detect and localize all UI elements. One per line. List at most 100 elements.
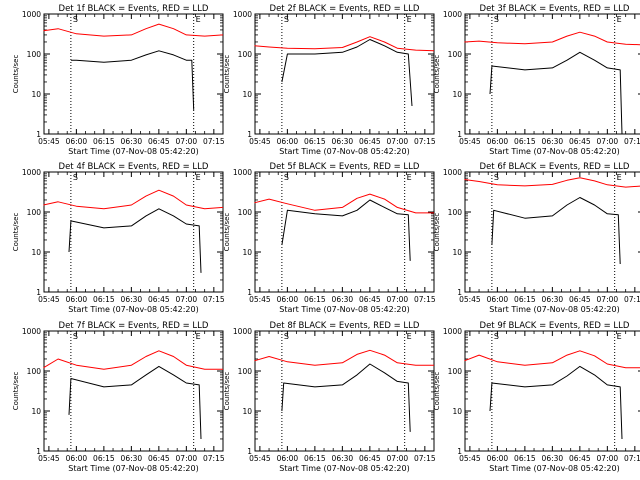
y-axis-label: Counts/sec [12, 213, 20, 252]
y-tick-label: 1000 [443, 10, 462, 19]
x-tick-label: 07:00 [387, 295, 409, 304]
x-tick-label: 06:30 [121, 454, 143, 463]
events-series-line [489, 365, 623, 440]
x-axis-label: Start Time (07-Nov-08 05:42:20) [279, 464, 409, 473]
lld-series-line [254, 349, 434, 366]
marker-label: E [407, 332, 412, 341]
x-tick-label: 05:45 [249, 454, 271, 463]
lld-series-line [43, 189, 224, 210]
x-tick-label: 06:00 [66, 295, 88, 304]
x-tick-label: 06:30 [121, 295, 143, 304]
y-axis-label: Counts/sec [223, 372, 231, 411]
x-tick-label: 05:45 [459, 137, 481, 146]
x-tick-label: 06:30 [542, 137, 564, 146]
x-tick-label: 06:45 [569, 137, 591, 146]
plot-title: Det 8f BLACK = Events, RED = LLD [270, 321, 420, 331]
x-axis-label: Start Time (07-Nov-08 05:42:20) [68, 464, 198, 473]
x-tick-label: 06:00 [487, 295, 509, 304]
lld-series-line [464, 350, 640, 369]
lld-series-line [254, 36, 435, 52]
x-axis-label: Start Time (07-Nov-08 05:42:20) [68, 305, 198, 314]
x-tick-label: 06:15 [304, 454, 326, 463]
marker-label: E [407, 173, 412, 182]
marker-label: S [73, 332, 78, 341]
y-tick-label: 1 [247, 130, 252, 139]
plot-frame [43, 171, 224, 293]
marker-label: S [284, 15, 289, 24]
x-tick-label: 06:30 [332, 295, 354, 304]
y-tick-label: 1000 [443, 327, 462, 336]
x-tick-label: 06:15 [514, 137, 536, 146]
y-tick-label: 100 [448, 367, 463, 376]
y-tick-label: 10 [452, 248, 462, 257]
x-tick-label: 06:00 [277, 295, 299, 304]
plot-title: Det 2f BLACK = Events, RED = LLD [270, 4, 420, 14]
x-tick-label: 06:30 [332, 454, 354, 463]
plot-frame [43, 330, 224, 452]
plot-title: Det 1f BLACK = Events, RED = LLD [59, 4, 209, 14]
x-tick-label: 06:00 [487, 454, 509, 463]
x-tick-label: 06:00 [66, 454, 88, 463]
x-tick-label: 06:15 [93, 454, 115, 463]
y-tick-label: 1 [36, 130, 41, 139]
plot-frame [464, 330, 640, 452]
y-tick-label: 1000 [22, 10, 41, 19]
marker-label: S [73, 173, 78, 182]
y-tick-label: 10 [242, 90, 252, 99]
events-series-line [68, 365, 202, 440]
x-axis-label: Start Time (07-Nov-08 05:42:20) [489, 147, 619, 156]
marker-label: E [196, 173, 201, 182]
events-series-line [491, 197, 621, 265]
plot-panel-6: Det 6f BLACK = Events, RED = LLD 1 10 100 10… [433, 162, 640, 314]
x-tick-label: 07:15 [414, 295, 436, 304]
x-tick-label: 06:45 [359, 295, 381, 304]
x-tick-label: 06:15 [93, 137, 115, 146]
y-tick-label: 1 [36, 288, 41, 297]
y-tick-label: 10 [242, 407, 252, 416]
marker-label: S [494, 15, 499, 24]
x-tick-label: 06:30 [542, 454, 564, 463]
x-tick-label: 06:30 [121, 137, 143, 146]
y-axis-label: Counts/sec [12, 55, 20, 94]
marker-label: S [73, 15, 78, 24]
events-series-line [70, 50, 195, 110]
x-tick-label: 05:45 [38, 295, 60, 304]
x-tick-label: 07:15 [203, 454, 225, 463]
y-tick-label: 100 [238, 208, 253, 217]
x-axis-label: Start Time (07-Nov-08 05:42:20) [279, 147, 409, 156]
x-tick-label: 05:45 [38, 137, 60, 146]
y-tick-label: 1000 [22, 327, 41, 336]
marker-label: E [196, 332, 201, 341]
x-tick-label: 06:45 [148, 137, 170, 146]
plot-panel-3: Det 3f BLACK = Events, RED = LLD 1 10 100 10… [433, 4, 640, 156]
y-axis-label: Counts/sec [433, 55, 441, 94]
x-tick-label: 07:15 [414, 137, 436, 146]
y-tick-label: 1 [457, 130, 462, 139]
plot-panel-7: Det 7f BLACK = Events, RED = LLD 1 10 100 10… [12, 321, 225, 473]
x-tick-label: 07:00 [176, 454, 198, 463]
x-tick-label: 06:30 [542, 295, 564, 304]
x-tick-label: 07:15 [624, 137, 640, 146]
plot-panel-5: Det 5f BLACK = Events, RED = LLD 1 10 100 10… [223, 162, 436, 314]
lld-series-line [464, 31, 640, 46]
x-tick-label: 05:45 [249, 295, 271, 304]
x-tick-label: 06:00 [66, 137, 88, 146]
events-series-line [281, 39, 413, 107]
y-axis-label: Counts/sec [223, 213, 231, 252]
plot-title: Det 6f BLACK = Events, RED = LLD [480, 162, 630, 172]
y-axis-label: Counts/sec [433, 213, 441, 252]
x-tick-label: 06:00 [277, 137, 299, 146]
events-series-line [281, 199, 411, 261]
plot-panel-2: Det 2f BLACK = Events, RED = LLD 1 10 100 10… [223, 4, 436, 156]
y-tick-label: 1000 [233, 327, 252, 336]
x-tick-label: 06:15 [93, 295, 115, 304]
plot-panel-8: Det 8f BLACK = Events, RED = LLD 1 10 100 10… [223, 321, 436, 473]
lld-series-line [254, 193, 434, 214]
y-tick-label: 100 [27, 208, 42, 217]
plot-frame [254, 330, 435, 452]
y-tick-label: 1 [247, 288, 252, 297]
x-tick-label: 07:15 [203, 295, 225, 304]
marker-label: E [617, 332, 622, 341]
x-tick-label: 06:45 [569, 295, 591, 304]
y-tick-label: 1000 [233, 10, 252, 19]
